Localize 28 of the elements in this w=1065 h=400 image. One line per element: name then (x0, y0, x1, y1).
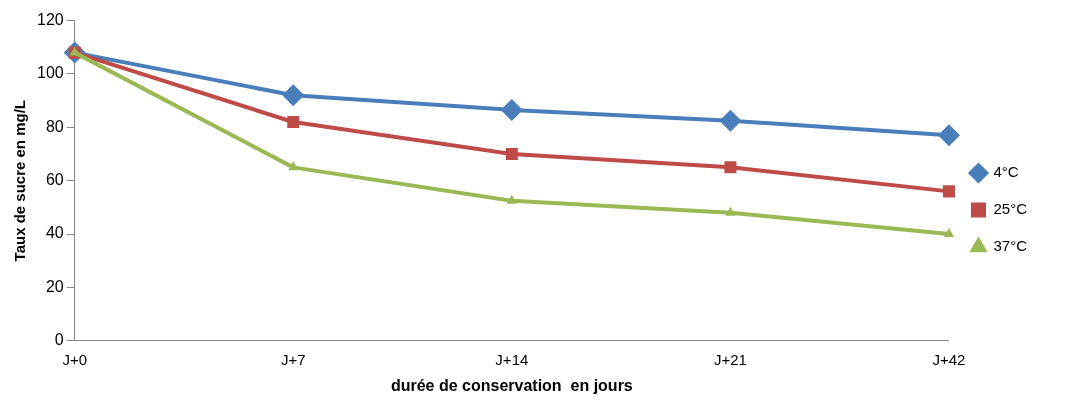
point (724, 161, 737, 174)
point (287, 115, 300, 129)
y-tick-label: 80 (45, 117, 64, 135)
point (505, 148, 518, 161)
point (506, 194, 518, 204)
point (942, 185, 955, 198)
x-tick-label: J+21 (713, 350, 747, 368)
point (719, 109, 742, 132)
y-tick-label: 40 (45, 224, 64, 242)
x-axis-title: durée de conservation en jours (390, 376, 633, 394)
legend-label: 4°C (993, 163, 1019, 181)
y-tick-label: 0 (54, 331, 64, 349)
legend-label: 37°C (993, 237, 1028, 255)
point (943, 228, 955, 238)
point (282, 84, 305, 107)
y-tick-label: 60 (45, 171, 64, 189)
point (500, 98, 523, 121)
x-tick-label: J+7 (280, 350, 306, 368)
y-tick-label: 20 (45, 277, 64, 295)
point (937, 124, 960, 147)
point (725, 206, 736, 216)
y-axis-title: Taux de sucre en mg/L (11, 99, 29, 262)
y-tick-label: 120 (36, 11, 64, 29)
y-tick-label: 100 (36, 64, 64, 82)
x-tick-label: J+14 (495, 350, 529, 368)
x-tick-label: J+0 (62, 350, 87, 368)
legend-label: 25°C (993, 200, 1028, 218)
x-tick-label: J+42 (932, 350, 966, 368)
